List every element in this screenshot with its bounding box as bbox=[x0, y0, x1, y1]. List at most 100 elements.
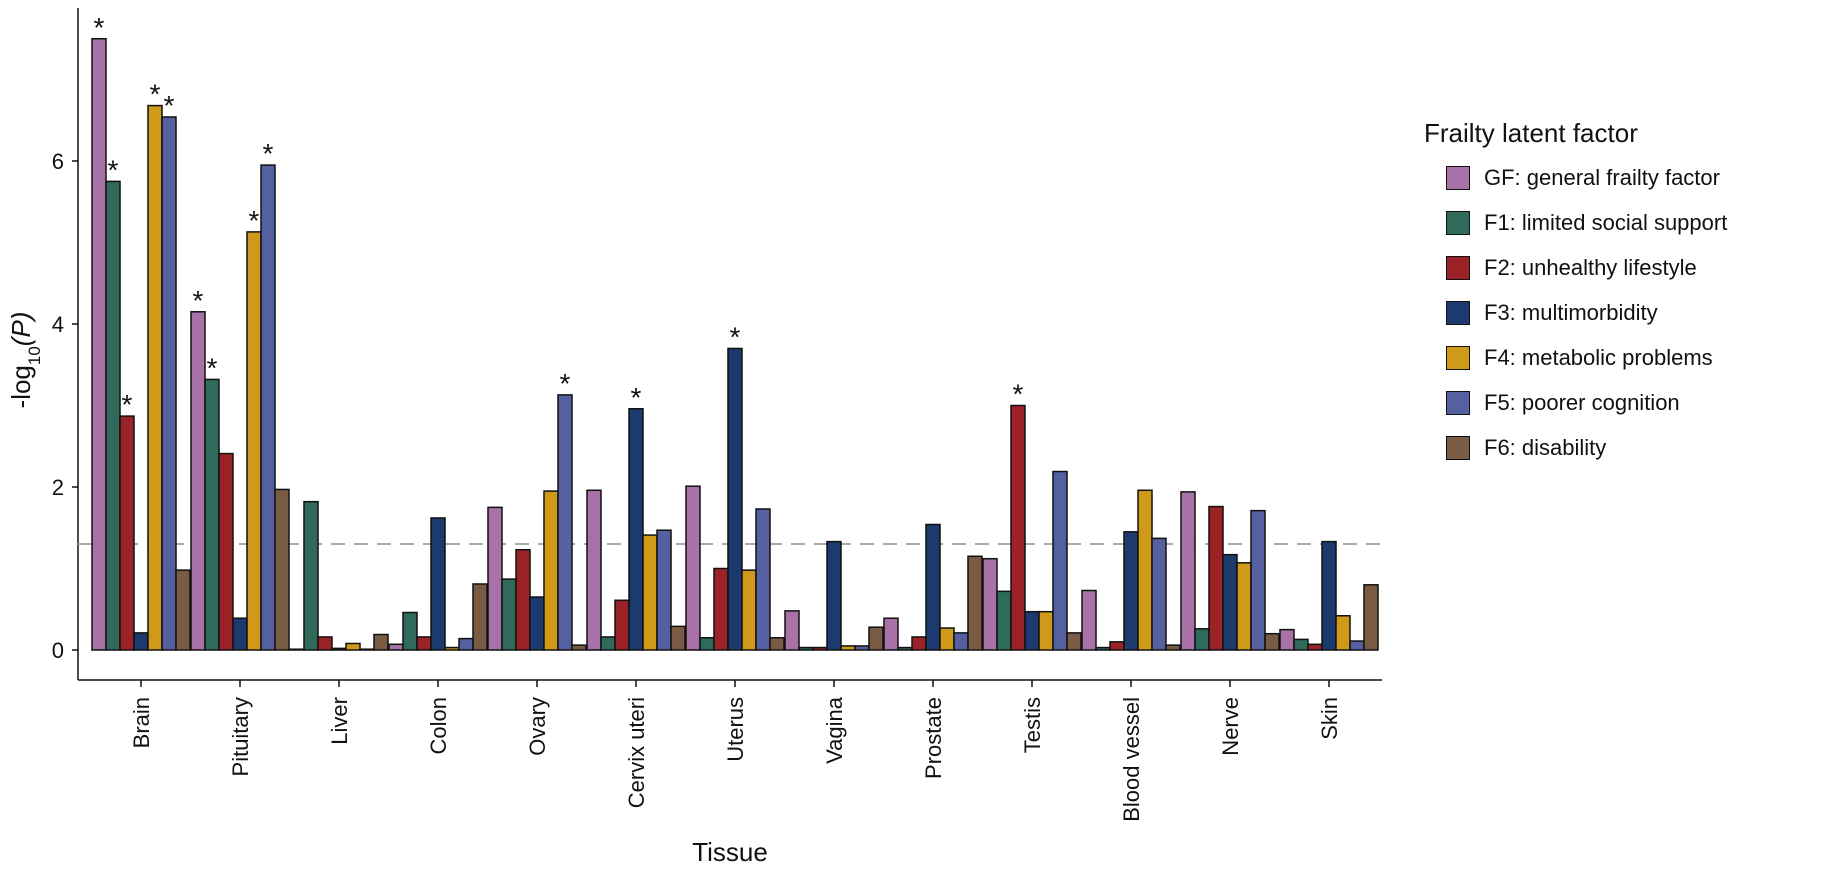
x-tick-label: Blood vessel bbox=[1119, 697, 1144, 822]
bar bbox=[1137, 489, 1153, 651]
bar bbox=[1321, 540, 1337, 651]
legend-swatch bbox=[1446, 210, 1470, 235]
legend-item: F2: unhealthy lifestyle bbox=[1424, 245, 1727, 290]
bar bbox=[967, 555, 983, 651]
bar bbox=[713, 567, 729, 651]
legend-item: F1: limited social support bbox=[1424, 200, 1727, 245]
y-tick-label: 0 bbox=[52, 638, 64, 663]
axes: 0 2 4 6 -log10(P) Tissue bbox=[6, 8, 1382, 867]
bar bbox=[1010, 404, 1026, 651]
bar bbox=[175, 569, 191, 651]
legend-label: F5: poorer cognition bbox=[1484, 389, 1680, 415]
significance-star: * bbox=[730, 321, 741, 352]
bar bbox=[755, 508, 771, 651]
significance-star: * bbox=[94, 12, 105, 43]
bar bbox=[303, 500, 319, 651]
x-tick-label: Liver bbox=[327, 697, 352, 745]
bar bbox=[204, 378, 220, 651]
bar bbox=[190, 311, 206, 651]
significance-star: * bbox=[631, 382, 642, 413]
legend-swatch bbox=[1446, 435, 1470, 460]
bar bbox=[854, 645, 870, 651]
bar bbox=[826, 540, 842, 651]
bar bbox=[769, 637, 785, 651]
legend-label: F1: limited social support bbox=[1484, 209, 1728, 235]
legend-title: Frailty latent factor bbox=[1424, 118, 1638, 148]
legend-item: GF: general frailty factor bbox=[1424, 155, 1727, 200]
x-tick-label: Vagina bbox=[822, 696, 847, 764]
x-tick-label: Skin bbox=[1317, 697, 1342, 740]
bar bbox=[105, 180, 121, 651]
bar bbox=[600, 636, 616, 651]
legend-swatch bbox=[1446, 300, 1470, 325]
x-tick-label: Cervix uteri bbox=[624, 697, 649, 808]
bar bbox=[388, 643, 404, 651]
bar bbox=[1279, 628, 1295, 651]
bar bbox=[1180, 491, 1196, 651]
legend-swatch bbox=[1446, 390, 1470, 415]
y-tick-label: 4 bbox=[52, 312, 64, 337]
significance-star: * bbox=[207, 352, 218, 383]
bar bbox=[487, 506, 503, 651]
bar bbox=[656, 529, 672, 651]
bar bbox=[1123, 531, 1139, 651]
bar bbox=[218, 452, 234, 651]
significance-star: * bbox=[122, 389, 133, 420]
bar bbox=[883, 617, 899, 651]
legend-swatch bbox=[1446, 255, 1470, 280]
bar bbox=[1293, 638, 1309, 651]
bar bbox=[430, 517, 446, 651]
bar bbox=[1109, 641, 1125, 651]
bar bbox=[416, 636, 432, 651]
labels-layer: **** *Brain****Pituitary Liver Colon*Ovary*… bbox=[94, 12, 1342, 822]
legend-item: F6: disability bbox=[1424, 425, 1727, 470]
bar bbox=[1194, 628, 1210, 651]
x-tick-label: Prostate bbox=[921, 697, 946, 779]
bar bbox=[1307, 643, 1323, 651]
legend-label: F4: metabolic problems bbox=[1484, 344, 1713, 370]
bars-layer bbox=[91, 38, 1379, 651]
bar bbox=[373, 633, 389, 651]
bar bbox=[982, 557, 998, 651]
x-tick-label: Ovary bbox=[525, 697, 550, 756]
y-tick-label: 2 bbox=[52, 475, 64, 500]
bar bbox=[501, 578, 517, 651]
bar bbox=[911, 636, 927, 651]
x-tick-label: Colon bbox=[426, 697, 451, 754]
legend-label: GF: general frailty factor bbox=[1484, 164, 1720, 190]
x-tick-label: Brain bbox=[129, 697, 154, 748]
bar bbox=[260, 164, 276, 651]
bar bbox=[161, 116, 177, 651]
x-tick-label: Uterus bbox=[723, 697, 748, 762]
bar bbox=[1250, 509, 1266, 651]
significance-star: * bbox=[150, 79, 161, 110]
bar bbox=[1236, 562, 1252, 651]
bar bbox=[571, 644, 587, 651]
legend-item: F5: poorer cognition bbox=[1424, 380, 1727, 425]
bar bbox=[840, 645, 856, 651]
bar bbox=[444, 646, 460, 651]
bar bbox=[1066, 632, 1082, 651]
significance-star: * bbox=[560, 368, 571, 399]
legend-items: GF: general frailty factor F1: limited so… bbox=[1424, 155, 1727, 470]
legend-item: F4: metabolic problems bbox=[1424, 335, 1727, 380]
bar bbox=[345, 642, 361, 651]
bar bbox=[557, 394, 573, 651]
bar bbox=[1052, 470, 1068, 651]
bar bbox=[586, 489, 602, 651]
bar bbox=[897, 646, 913, 651]
legend-swatch bbox=[1446, 165, 1470, 190]
legend-label: F6: disability bbox=[1484, 434, 1607, 460]
y-tick-label: 6 bbox=[52, 149, 64, 174]
bar bbox=[670, 625, 686, 651]
bar bbox=[246, 231, 262, 651]
bar bbox=[119, 415, 135, 651]
bar bbox=[953, 632, 969, 651]
bar bbox=[1335, 615, 1351, 651]
bar bbox=[402, 611, 418, 651]
significance-star: * bbox=[193, 285, 204, 316]
bar bbox=[1024, 610, 1040, 651]
bar bbox=[699, 637, 715, 651]
bar bbox=[515, 549, 531, 651]
